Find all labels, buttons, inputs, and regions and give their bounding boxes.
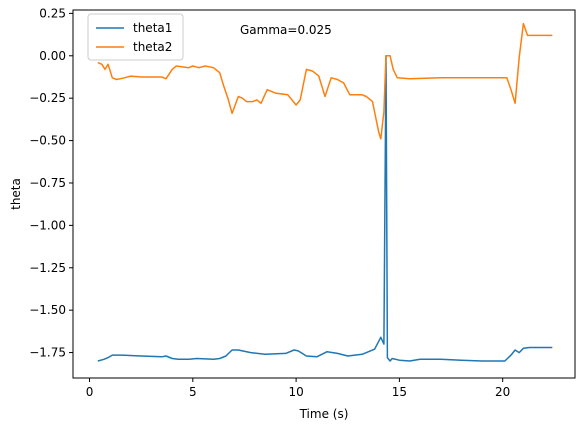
y-tick-label: −1.25 [29, 261, 66, 275]
y-tick-label: 0.00 [39, 49, 66, 63]
y-tick-label: −0.50 [29, 134, 66, 148]
y-tick-label: −1.50 [29, 303, 66, 317]
y-tick-label: −1.75 [29, 346, 66, 360]
x-tick-label: 0 [86, 385, 94, 399]
y-axis: 0.25 0.00 −0.25 −0.50 −0.75 −1.00 −1.25 −1.50 −1… [29, 6, 73, 360]
x-tick-label: 20 [495, 385, 510, 399]
legend-label-theta1: theta1 [133, 21, 172, 35]
plot-frame [72, 9, 576, 379]
series-line-theta1 [97, 55, 553, 362]
x-tick-label: 15 [392, 385, 407, 399]
x-axis: 0 5 10 15 20 [86, 378, 510, 399]
gamma-annotation: Gamma=0.025 [240, 23, 332, 37]
y-axis-label: theta [9, 178, 23, 210]
legend: theta1 theta2 [87, 13, 184, 61]
x-tick-label: 5 [189, 385, 197, 399]
series-layer [97, 22, 553, 362]
x-tick-label: 10 [288, 385, 303, 399]
x-axis-label: Time (s) [299, 407, 349, 421]
legend-box [87, 13, 184, 61]
y-tick-label: −1.00 [29, 218, 66, 232]
y-tick-label: 0.25 [39, 6, 66, 20]
y-tick-label: −0.25 [29, 91, 66, 105]
legend-label-theta2: theta2 [133, 40, 172, 54]
y-tick-label: −0.75 [29, 176, 66, 190]
series-line-theta2 [97, 22, 553, 140]
